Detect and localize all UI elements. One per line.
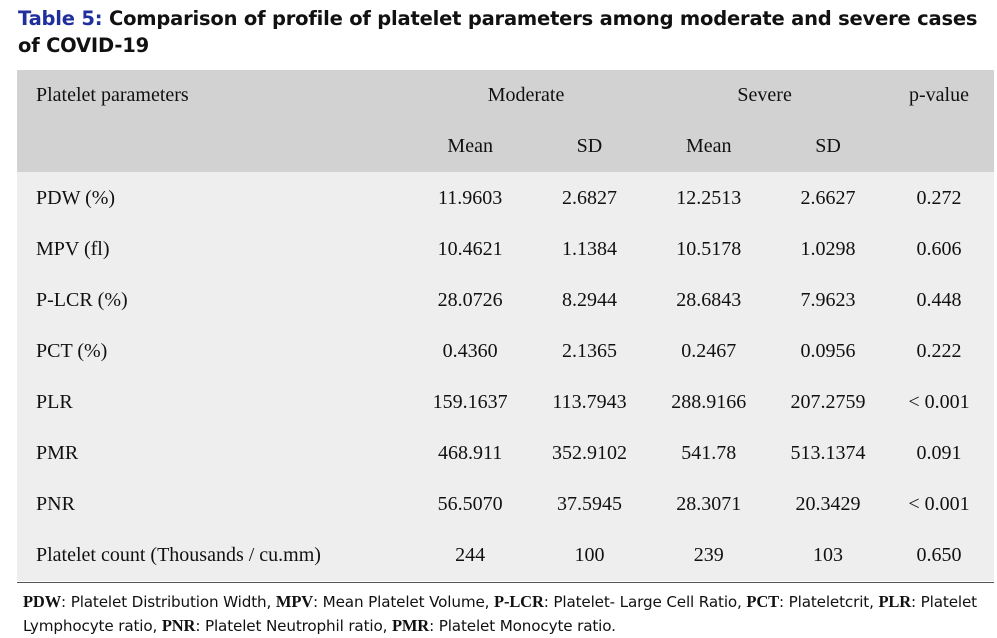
row-moderate-sd: 100 (574, 544, 605, 566)
header-p-value: p-value (908, 84, 969, 106)
row-severe-sd: 2.6627 (800, 186, 856, 209)
row-p-value: 0.222 (916, 340, 962, 362)
row-severe-mean: 28.3071 (676, 493, 742, 515)
header-moderate: Moderate (487, 84, 565, 106)
row-p-value: 0.272 (916, 186, 962, 209)
row-moderate-sd: 113.7943 (552, 391, 627, 413)
table-number: Table 5: (18, 7, 103, 30)
row-parameter: PNR (36, 493, 75, 515)
footnote-abbr: PMR (391, 616, 430, 635)
footnote-abbr: PLR (878, 592, 912, 611)
row-severe-mean: 28.6843 (676, 289, 742, 311)
table-row: PNR 56.5070 37.5945 28.3071 20.3429 < 0.… (17, 479, 994, 530)
footnote-abbr: PDW (23, 592, 62, 611)
row-severe-mean: 12.2513 (676, 186, 742, 209)
row-parameter: PLR (36, 391, 73, 413)
footnote-definition: : Platelet Lymphocyte ratio, (23, 593, 977, 635)
row-parameter: P-LCR (%) (36, 289, 128, 311)
table-row: MPV (fl) 10.4621 1.1384 10.5178 1.0298 0… (17, 224, 994, 275)
row-severe-sd: 20.3429 (795, 493, 861, 515)
row-moderate-mean: 11.9603 (438, 186, 503, 209)
row-moderate-sd: 1.1384 (561, 238, 617, 260)
row-moderate-mean: 244 (455, 544, 486, 566)
row-parameter: PCT (%) (36, 340, 108, 362)
header-moderate-sd: SD (576, 135, 603, 157)
header-row-stats: Mean SD Mean SD (17, 121, 994, 172)
row-moderate-mean: 468.911 (438, 442, 503, 464)
table-body: PDW (%) 11.9603 2.6827 12.2513 2.6627 0.… (17, 172, 994, 581)
header-row-groups: Platelet parameters Moderate Severe p-va… (17, 70, 994, 121)
row-severe-mean: 10.5178 (676, 238, 742, 260)
row-moderate-sd: 352.9102 (551, 442, 627, 464)
platelet-table: Platelet parameters Moderate Severe p-va… (17, 70, 994, 581)
table-row: PDW (%) 11.9603 2.6827 12.2513 2.6627 0.… (17, 172, 994, 224)
row-p-value: 0.606 (916, 238, 962, 260)
row-moderate-mean: 159.1637 (432, 391, 508, 413)
row-parameter: PMR (36, 442, 79, 464)
table-row: Platelet count (Thousands / cu.mm) 244 1… (17, 530, 994, 581)
header-moderate-mean: Mean (447, 135, 493, 157)
row-severe-sd: 1.0298 (800, 238, 856, 260)
row-severe-sd: 7.9623 (800, 289, 856, 311)
row-moderate-sd: 8.2944 (561, 289, 617, 311)
table-row: PLR 159.1637 113.7943 288.9166 207.2759 … (17, 377, 994, 428)
row-severe-sd: 0.0956 (800, 340, 856, 362)
footnote-abbr: PNR (161, 616, 196, 635)
footnote-definition: : Plateletcrit, (778, 593, 879, 611)
table-title: Comparison of profile of platelet parame… (18, 7, 978, 57)
table-row: PMR 468.911 352.9102 541.78 513.1374 0.0… (17, 428, 994, 479)
header-severe-sd: SD (815, 135, 841, 157)
row-parameter: PDW (%) (36, 186, 116, 209)
header-severe-mean: Mean (685, 135, 732, 157)
row-moderate-mean: 0.4360 (442, 340, 498, 362)
row-moderate-sd: 37.5945 (556, 493, 622, 515)
row-severe-mean: 0.2467 (681, 340, 737, 362)
row-severe-sd: 207.2759 (790, 391, 866, 413)
table-row: P-LCR (%) 28.0726 8.2944 28.6843 7.9623 … (17, 275, 994, 326)
header-empty-cell (884, 121, 994, 172)
footnote-definition: : Platelet Monocyte ratio. (429, 617, 616, 635)
footnote-abbr: P-LCR (494, 592, 544, 611)
row-severe-mean: 541.78 (681, 442, 737, 464)
header-empty-cell (17, 121, 407, 172)
footnote-definition: : Platelet- Large Cell Ratio, (543, 593, 747, 611)
footnote-abbr: MPV (275, 592, 314, 611)
row-p-value: 0.091 (916, 442, 962, 464)
table-caption: Table 5: Comparison of profile of platel… (18, 5, 993, 59)
row-moderate-mean: 10.4621 (437, 238, 503, 260)
row-moderate-sd: 2.1365 (561, 340, 617, 362)
row-p-value: < 0.001 (908, 493, 970, 515)
header-platelet-parameters: Platelet parameters (36, 84, 189, 106)
row-severe-mean: 239 (693, 544, 724, 566)
row-p-value: 0.650 (916, 544, 962, 566)
footnote-abbr: PCT (746, 592, 779, 611)
footnote-definition: : Platelet Neutrophil ratio, (195, 617, 392, 635)
row-p-value: 0.448 (916, 289, 962, 311)
row-moderate-mean: 56.5070 (437, 493, 503, 515)
table-header: Platelet parameters Moderate Severe p-va… (17, 70, 994, 172)
row-parameter: MPV (fl) (36, 238, 110, 260)
footnote-definition: : Platelet Distribution Width, (61, 593, 276, 611)
header-severe: Severe (737, 84, 792, 106)
row-parameter: Platelet count (Thousands / cu.mm) (36, 544, 321, 566)
table-row: PCT (%) 0.4360 2.1365 0.2467 0.0956 0.22… (17, 326, 994, 377)
row-severe-sd: 103 (813, 544, 844, 566)
table-bottom-rule (17, 582, 994, 583)
row-p-value: < 0.001 (908, 391, 970, 413)
table-footnote: PDW: Platelet Distribution Width, MPV: M… (23, 590, 995, 638)
row-moderate-mean: 28.0726 (437, 289, 503, 311)
row-severe-sd: 513.1374 (790, 442, 866, 464)
row-moderate-sd: 2.6827 (561, 186, 617, 209)
footnote-definition: : Mean Platelet Volume, (313, 593, 495, 611)
row-severe-mean: 288.9166 (671, 391, 747, 413)
